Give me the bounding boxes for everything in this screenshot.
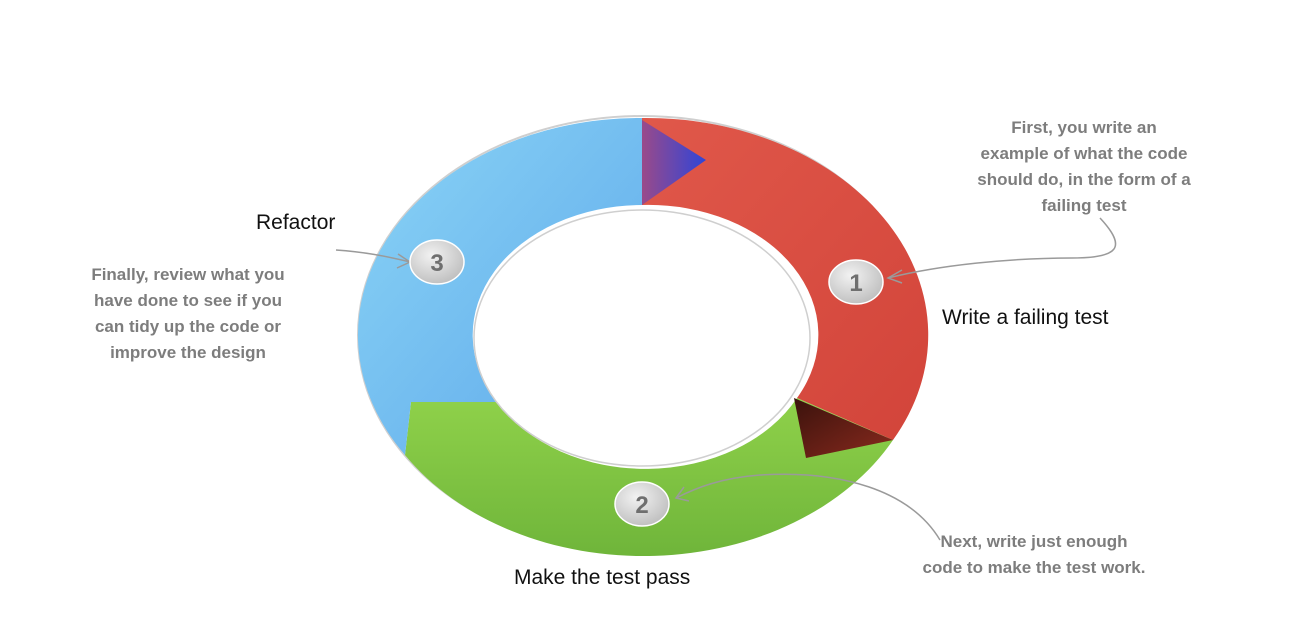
- step-2-description-line: Next, write just enough: [940, 532, 1127, 551]
- step-3-description-line: can tidy up the code or: [95, 317, 281, 336]
- step-1-badge: 1: [828, 259, 884, 305]
- step-2-number: 2: [635, 492, 648, 519]
- step-2-connector-arrowhead: [674, 486, 690, 502]
- step-2-description: Next, write just enough code to make the…: [923, 532, 1146, 577]
- step-1-connector: [887, 217, 1117, 279]
- red-to-green-arrowhead: [794, 398, 893, 458]
- step-1-description-line: failing test: [1041, 196, 1126, 215]
- blue-to-red-arrowhead: [642, 120, 706, 205]
- step-1-description-line: First, you write an: [1011, 118, 1156, 137]
- step-1-number: 1: [849, 270, 862, 297]
- step-3-segment: [357, 117, 642, 456]
- step-3-connector: [335, 249, 411, 263]
- step-1-description: First, you write an example of what the …: [977, 118, 1191, 215]
- step-3-number: 3: [430, 250, 443, 277]
- step-2-segment: [405, 398, 893, 557]
- step-2-connector: [675, 473, 941, 541]
- step-3-description: Finally, review what you have done to se…: [91, 265, 284, 362]
- step-3-description-line: Finally, review what you: [91, 265, 284, 284]
- step-1-description-line: should do, in the form of a: [977, 170, 1191, 189]
- step-3-description-line: improve the design: [110, 343, 266, 362]
- step-3-description-line: have done to see if you: [94, 291, 282, 310]
- step-2-description-line: code to make the test work.: [923, 558, 1146, 577]
- step-3-title: Refactor: [256, 211, 335, 234]
- ring-inner-hole: [473, 209, 811, 467]
- step-2-badge: 2: [614, 481, 670, 527]
- step-1-title: Write a failing test: [942, 306, 1109, 329]
- step-2-title: Make the test pass: [514, 566, 690, 589]
- step-1-segment: [642, 117, 929, 440]
- step-1-description-line: example of what the code: [981, 144, 1188, 163]
- step-1-connector-arrowhead: [886, 269, 903, 284]
- step-3-badge: 3: [409, 239, 465, 285]
